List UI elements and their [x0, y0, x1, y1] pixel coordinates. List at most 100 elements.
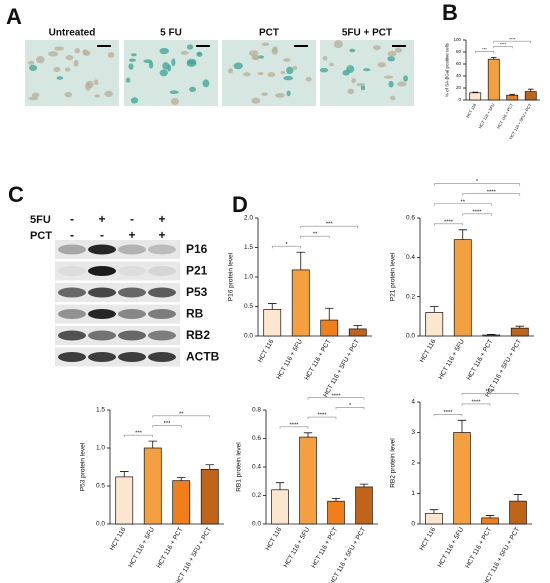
significance-label: ***: [482, 46, 487, 51]
image-label: 5 FU: [160, 28, 182, 39]
bar: [482, 334, 501, 337]
error-bar: [515, 325, 525, 329]
sign: -: [70, 212, 74, 226]
cell: [29, 64, 38, 72]
y-tick-label: 0.5: [244, 303, 253, 310]
significance-label: ****: [472, 209, 482, 215]
sign: -: [130, 212, 134, 226]
panel-letter: B: [442, 0, 458, 25]
significance-bracket: [433, 203, 492, 206]
band: [58, 287, 86, 298]
significance-label: ****: [443, 410, 453, 416]
bar: [327, 500, 345, 525]
cell: [349, 48, 356, 53]
band: [58, 330, 86, 341]
significance-label: **: [313, 232, 318, 238]
x-tick-label: HCT 116 + 5FU: [437, 526, 466, 569]
significance-label: ****: [509, 36, 516, 41]
image-label: Untreated: [49, 28, 96, 39]
error-bar: [296, 251, 306, 270]
significance-bracket: [433, 183, 521, 186]
bar: [291, 269, 310, 337]
x-tick-label: HCT 116 + 5FU: [275, 338, 304, 381]
error-bar: [472, 91, 479, 93]
bar: [263, 309, 282, 337]
error-bar: [331, 497, 341, 502]
significance-bracket: [307, 416, 337, 420]
significance-bracket: [152, 425, 182, 428]
cell: [267, 72, 276, 78]
cell: [31, 92, 40, 98]
y-tick-label: 0.6: [252, 435, 261, 442]
cell: [351, 77, 356, 84]
cell: [286, 90, 291, 97]
y-tick-label: 0.8: [252, 407, 261, 414]
cell: [64, 91, 73, 98]
cell: [383, 75, 394, 79]
significance-label: *: [285, 242, 288, 248]
error-bar: [485, 515, 495, 518]
band: [88, 352, 116, 362]
x-tick-label: HCT 116: [257, 338, 276, 364]
significance-label: ***: [135, 431, 143, 437]
y-tick-label: 60: [456, 61, 462, 66]
y-tick-label: 1.0: [244, 274, 253, 281]
bar: [348, 328, 367, 337]
cell: [233, 62, 243, 70]
sign: -: [100, 228, 104, 242]
cell: [180, 51, 189, 55]
y-tick-label: 0.2: [252, 492, 261, 499]
significance-bracket: [493, 40, 532, 44]
cell: [148, 61, 154, 69]
x-tick-label: HCT 116 + PCT: [310, 526, 339, 569]
bar: [453, 432, 471, 525]
significance-bracket: [123, 434, 154, 438]
error-bar: [490, 57, 497, 60]
band: [58, 309, 86, 319]
y-tick-label: 1.5: [96, 407, 105, 414]
sign: +: [98, 212, 105, 226]
band: [148, 266, 176, 276]
x-tick-label: HCT 116 + PCT: [303, 338, 332, 381]
cell: [36, 56, 45, 64]
significance-bracket: [300, 225, 359, 229]
x-tick-label: HCT 116: [419, 338, 438, 364]
x-tick-label: HCT 116 + PCT: [465, 338, 494, 381]
significance-label: ****: [331, 393, 341, 399]
sign: +: [158, 212, 165, 226]
cell: [356, 82, 366, 87]
significance-bracket: [152, 415, 211, 418]
panel-letter: D: [232, 192, 248, 217]
y-axis-label: RB2 protein level: [389, 438, 396, 488]
band: [88, 330, 116, 341]
row-label: 5FU: [30, 214, 51, 226]
cell: [53, 66, 61, 73]
blot-strip: [55, 326, 180, 345]
cell: [394, 47, 402, 53]
cell: [196, 51, 203, 57]
cell: [125, 77, 131, 83]
significance-label: ***: [164, 421, 172, 427]
x-tick-label: HCT 116 + PCT: [464, 526, 493, 569]
significance-label: ****: [487, 189, 497, 195]
significance-bracket: [279, 426, 309, 429]
cell: [104, 90, 113, 98]
cell: [28, 96, 39, 101]
significance-bracket: [461, 403, 491, 406]
cell: [169, 90, 179, 95]
significance-label: ****: [444, 219, 454, 225]
error-bar: [267, 303, 277, 310]
cell: [228, 68, 233, 74]
cell: [54, 46, 64, 51]
cell: [186, 44, 194, 50]
cell: [251, 97, 261, 104]
cell: [252, 56, 259, 61]
y-tick-label: 4: [411, 399, 415, 406]
y-tick-label: 2.0: [244, 215, 253, 222]
cell: [93, 79, 99, 85]
cell: [107, 52, 115, 58]
band: [118, 309, 146, 319]
error-bar: [353, 324, 363, 329]
cell: [319, 67, 329, 73]
